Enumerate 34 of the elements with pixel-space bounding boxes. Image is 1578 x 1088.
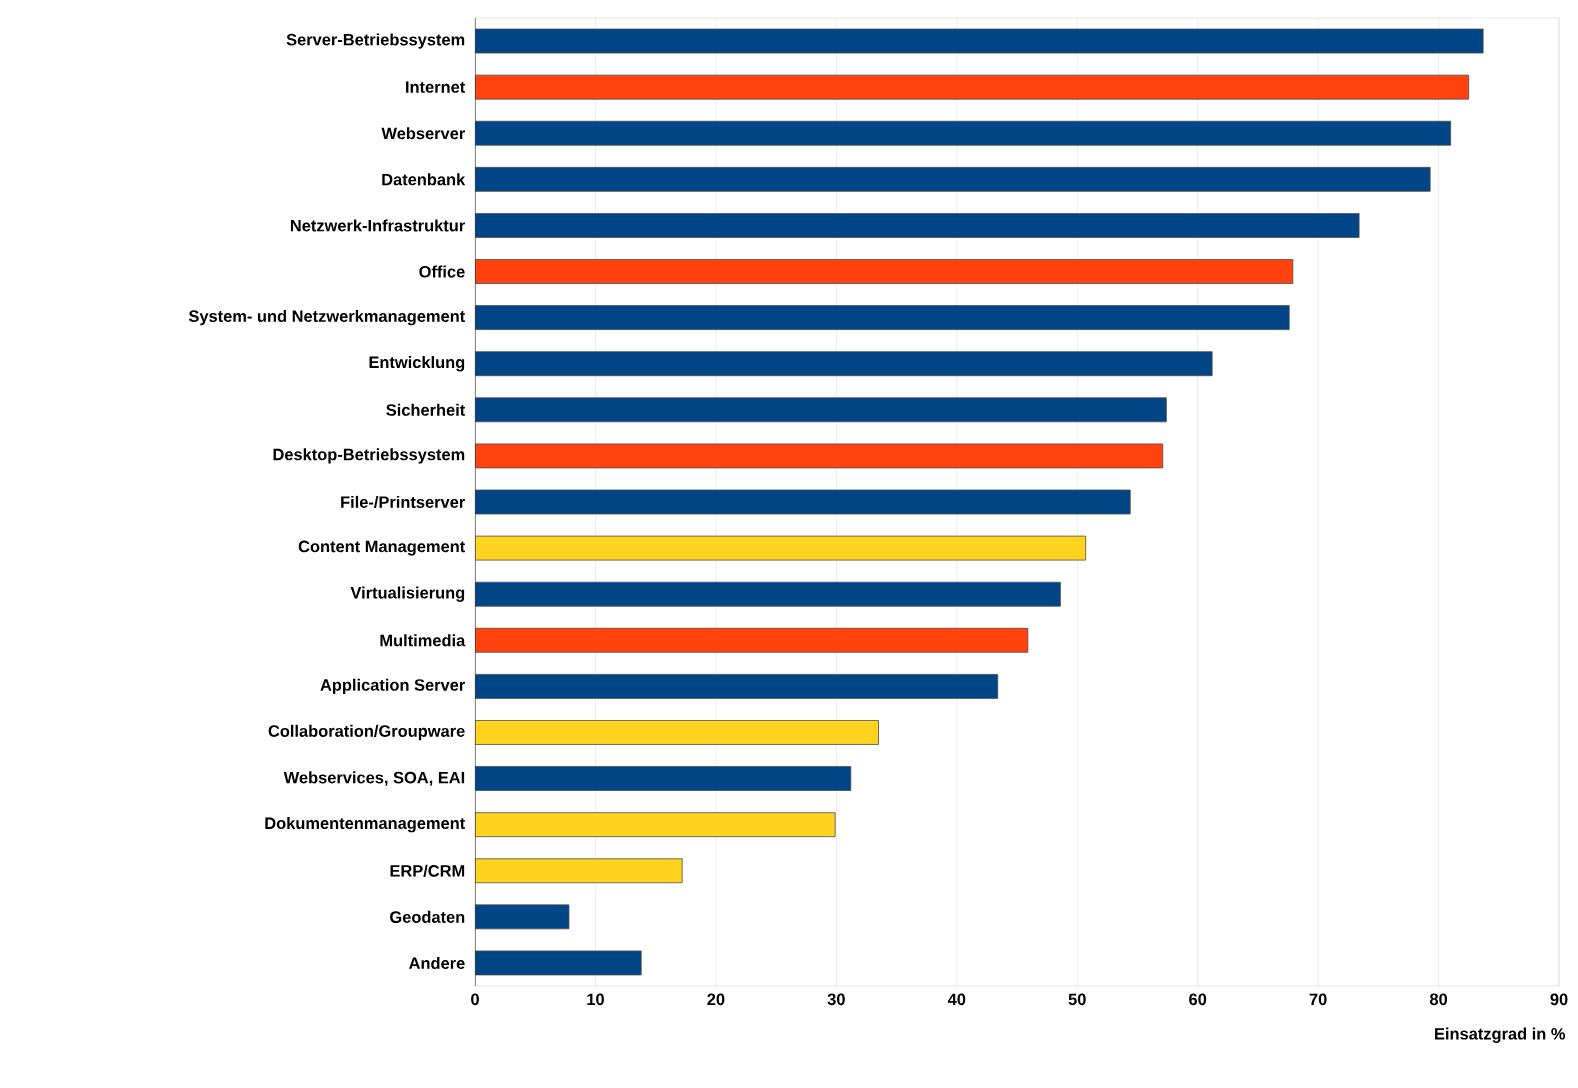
y-tick-label: Entwicklung bbox=[369, 356, 465, 372]
x-tick-label: 10 bbox=[587, 993, 604, 1006]
x-tick-label: 80 bbox=[1429, 993, 1448, 1006]
y-tick-label: Collaboration/Groupware bbox=[268, 724, 465, 741]
x-axis-title: Einsatzgrad in % bbox=[1435, 1027, 1566, 1043]
y-tick-label: Webservices, SOA, EAI bbox=[283, 771, 465, 786]
y-tick-label: System- und Netzwerkmanagement bbox=[188, 309, 465, 326]
x-tick-label: 20 bbox=[707, 993, 725, 1006]
y-tick-label: Multimedia bbox=[380, 634, 466, 647]
x-tick-label: 30 bbox=[827, 993, 845, 1006]
y-tick-label: Webserver bbox=[381, 127, 465, 140]
y-tick-label: File-/Printserver bbox=[341, 495, 465, 509]
x-tick-label: 60 bbox=[1189, 993, 1207, 1006]
y-tick-label: ERP/CRM bbox=[390, 864, 465, 877]
y-tick-label: Virtualisierung bbox=[350, 586, 465, 602]
y-tick-label: Application Server bbox=[320, 678, 465, 695]
x-tick-label: 0 bbox=[471, 993, 479, 1006]
y-tick-label: Sicherheit bbox=[386, 403, 466, 416]
y-tick-label: Netzwerk-Infrastruktur bbox=[290, 219, 465, 232]
x-tick-label: 50 bbox=[1068, 993, 1086, 1006]
y-tick-label: Dokumentenmanagement bbox=[265, 816, 466, 833]
y-tick-label: Server-Betriebssystem bbox=[286, 33, 465, 49]
y-tick-label: Office bbox=[419, 265, 465, 278]
y-tick-label: Andere bbox=[409, 956, 465, 969]
y-tick-label: Datenbank bbox=[382, 173, 466, 186]
x-tick-label: 40 bbox=[947, 993, 966, 1006]
y-tick-label: Internet bbox=[406, 81, 466, 93]
x-tick-label: 90 bbox=[1550, 993, 1568, 1006]
bar bbox=[475, 720, 879, 745]
y-tick-label: Desktop-Betriebssystem bbox=[273, 448, 465, 464]
y-tick-label: Content Management bbox=[298, 540, 466, 556]
x-tick-label: 70 bbox=[1309, 993, 1327, 1006]
y-tick-label: Geodaten bbox=[390, 910, 465, 923]
bar bbox=[475, 213, 1360, 238]
